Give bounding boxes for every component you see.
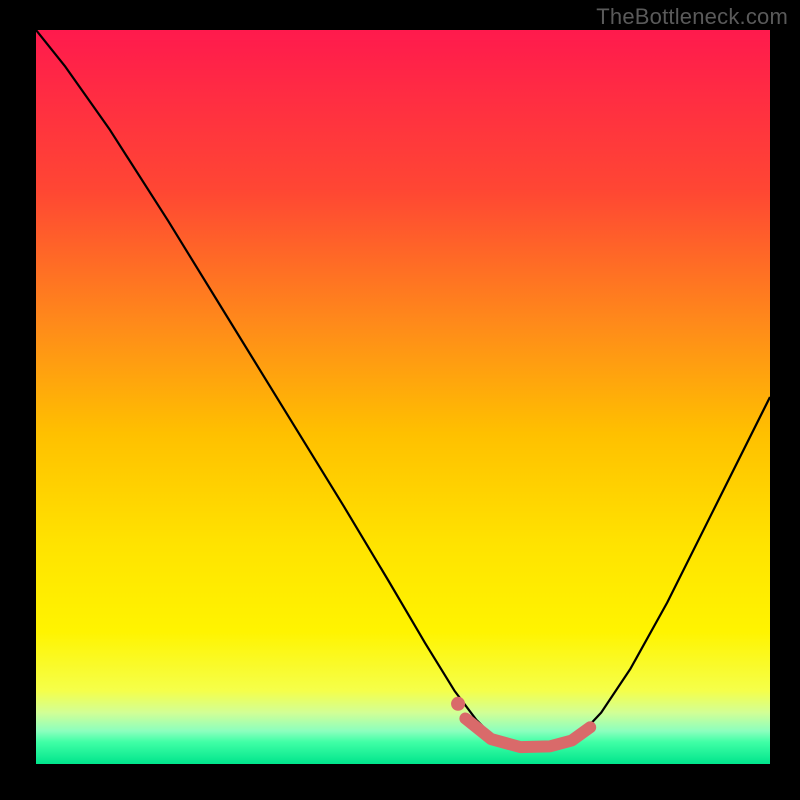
chart-container: TheBottleneck.com xyxy=(0,0,800,800)
watermark-text: TheBottleneck.com xyxy=(596,4,788,30)
gradient-background xyxy=(36,30,770,764)
plot-svg xyxy=(36,30,770,764)
highlight-start-dot xyxy=(451,697,465,711)
plot-area xyxy=(36,30,770,764)
